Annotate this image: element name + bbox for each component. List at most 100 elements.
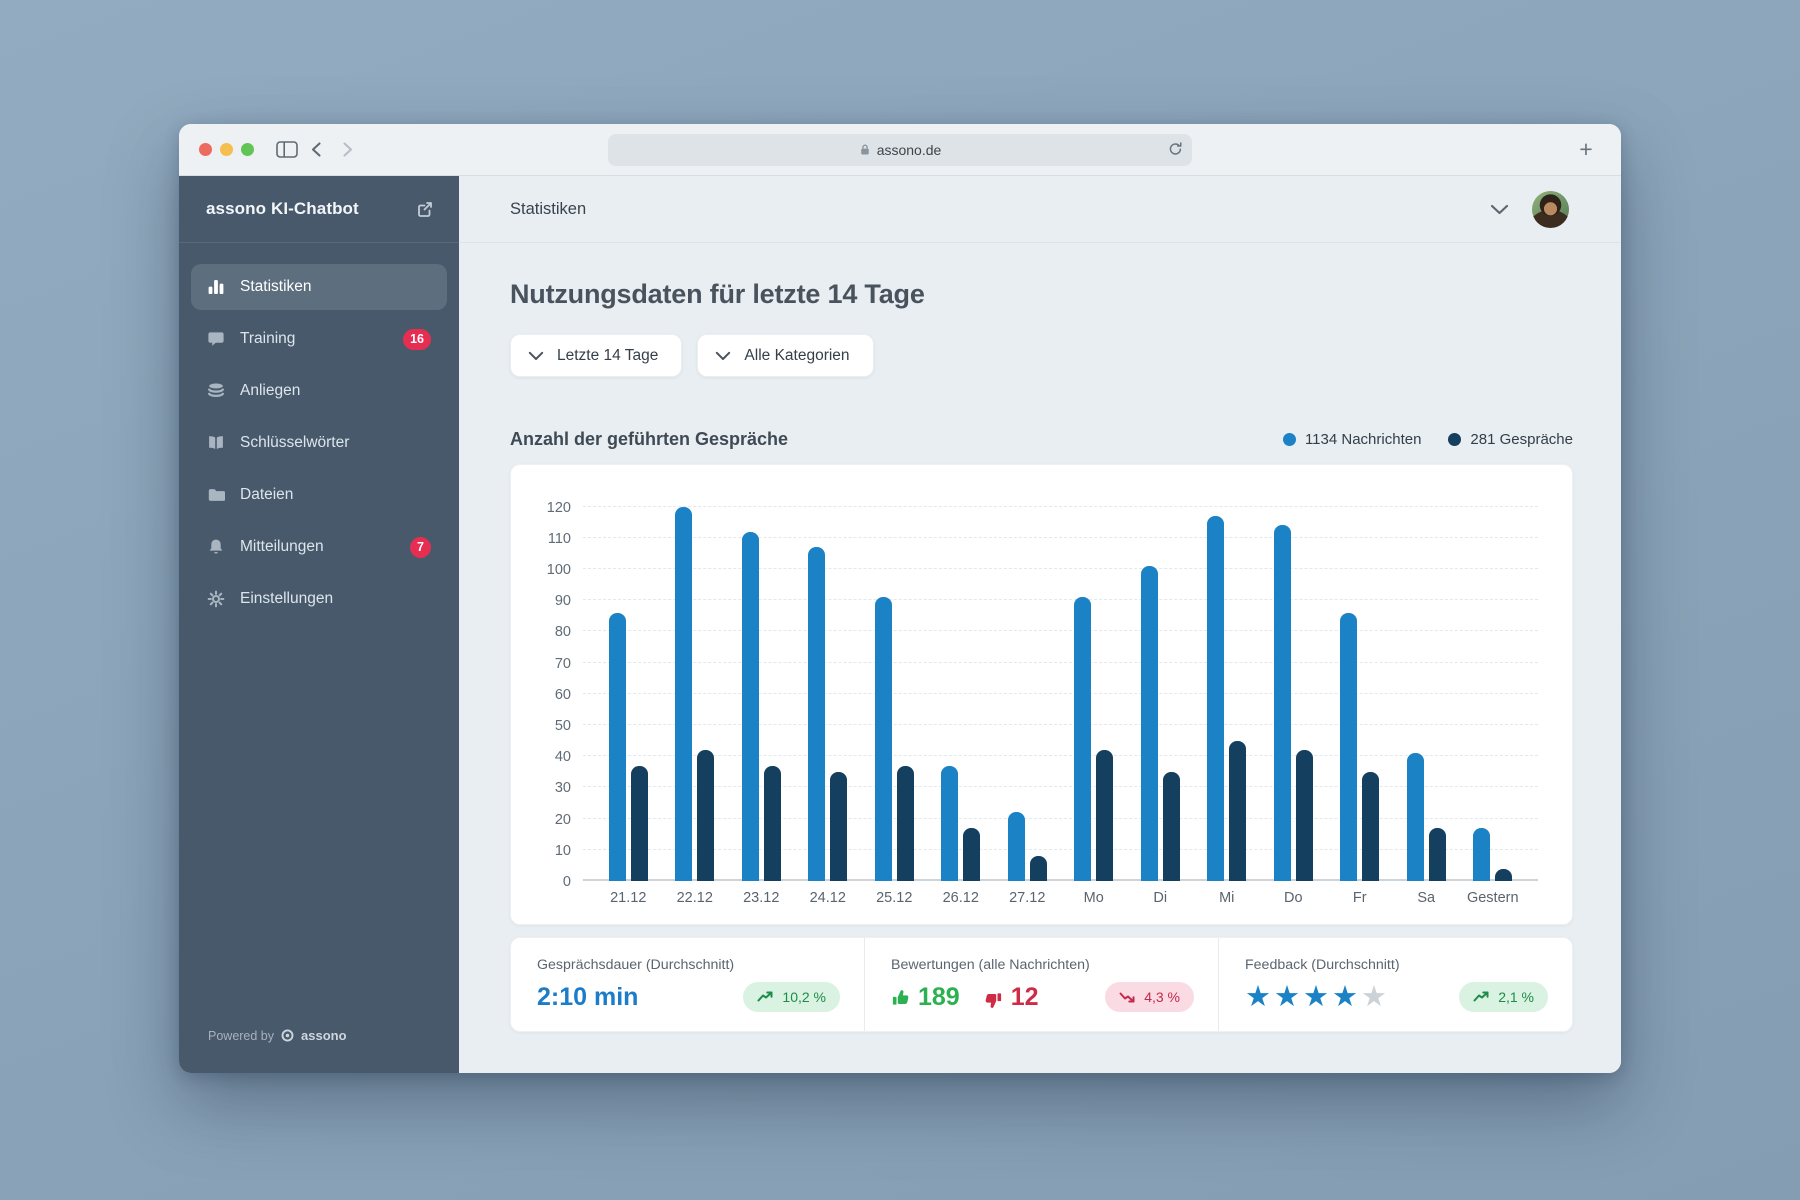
y-tick-label: 80 bbox=[554, 624, 571, 641]
sidebar-item-statistiken[interactable]: Statistiken bbox=[191, 264, 447, 310]
sidebar-item-schluesselwoerter[interactable]: Schlüsselwörter bbox=[191, 420, 447, 466]
traffic-lights bbox=[199, 143, 254, 156]
sidebar-item-label: Mitteilungen bbox=[240, 538, 324, 555]
filter-bar: Letzte 14 Tage Alle Kategorien bbox=[510, 334, 1573, 377]
zoom-window-button[interactable] bbox=[241, 143, 254, 156]
stat-card-feedback: Feedback (Durchschnitt) ★★★★★ 2,1 % bbox=[1218, 938, 1572, 1031]
bar-gespräche bbox=[1029, 856, 1047, 881]
legend-dot-navy bbox=[1448, 433, 1462, 446]
sidebar-item-mitteilungen[interactable]: Mitteilungen 7 bbox=[191, 524, 447, 570]
sidebar-item-label: Training bbox=[240, 330, 296, 347]
x-tick-label: 21.12 bbox=[610, 890, 647, 906]
sidebar-toggle-icon[interactable] bbox=[272, 135, 302, 165]
x-tick-label: 22.12 bbox=[676, 890, 713, 906]
reload-icon[interactable] bbox=[1168, 141, 1183, 160]
stats-row: Gesprächsdauer (Durchschnitt) 2:10 min 1… bbox=[510, 937, 1573, 1032]
chevron-down-icon[interactable] bbox=[1490, 204, 1509, 215]
y-tick-label: 60 bbox=[554, 686, 571, 703]
bar-group bbox=[861, 491, 928, 881]
external-link-icon[interactable] bbox=[417, 201, 433, 217]
bar-group bbox=[1260, 491, 1327, 881]
lock-icon bbox=[859, 143, 871, 156]
sidebar-item-label: Anliegen bbox=[240, 382, 301, 399]
sidebar-footer: Powered by assono bbox=[179, 1028, 459, 1073]
x-tick-label: Di bbox=[1153, 890, 1168, 906]
gridline bbox=[583, 599, 1538, 601]
bar-group bbox=[728, 491, 795, 881]
legend-label: 281 Gespräche bbox=[1470, 431, 1573, 448]
stat-label: Bewertungen (alle Nachrichten) bbox=[891, 957, 1090, 973]
trend-badge-text: 4,3 % bbox=[1144, 989, 1180, 1005]
sidebar-item-dateien[interactable]: Dateien bbox=[191, 472, 447, 518]
gridline bbox=[583, 848, 1538, 850]
trend-badge: 4,3 % bbox=[1105, 982, 1194, 1012]
chart-title: Anzahl der geführten Gespräche bbox=[510, 429, 789, 449]
stat-card-bewertungen: Bewertungen (alle Nachrichten) 189 bbox=[864, 938, 1218, 1031]
stat-label: Feedback (Durchschnitt) bbox=[1245, 957, 1400, 973]
chart-header: Anzahl der geführten Gespräche 1134 Nach… bbox=[510, 429, 1573, 450]
bar-nachrichten bbox=[1273, 525, 1291, 881]
x-axis-labels: 21.12 22.12 23.12 24.12 25.12 26.12 27.12 Mo Di M… bbox=[583, 890, 1538, 906]
trend-badge-text: 2,1 % bbox=[1498, 989, 1534, 1005]
gear-icon bbox=[207, 590, 225, 608]
y-tick-label: 100 bbox=[546, 562, 571, 578]
assono-logo-icon bbox=[281, 1029, 294, 1042]
powered-by-label: Powered by bbox=[208, 1028, 275, 1043]
bar-gespräche bbox=[1229, 740, 1247, 881]
bar-group bbox=[662, 491, 729, 881]
close-window-button[interactable] bbox=[199, 143, 212, 156]
book-icon bbox=[207, 434, 225, 452]
x-tick-label: 24.12 bbox=[809, 890, 846, 906]
new-tab-button[interactable]: + bbox=[1579, 136, 1593, 162]
bar-group bbox=[795, 491, 862, 881]
page-title: Nutzungsdaten für letzte 14 Tage bbox=[510, 279, 925, 309]
bar-gespräche bbox=[1362, 771, 1380, 881]
legend-label: 1134 Nachrichten bbox=[1304, 431, 1422, 448]
badge: 7 bbox=[410, 536, 431, 558]
gridline bbox=[583, 568, 1538, 569]
gridline bbox=[583, 786, 1538, 788]
sidebar-item-training[interactable]: Training 16 bbox=[191, 316, 447, 362]
bar-gespräche bbox=[697, 749, 715, 881]
minimize-window-button[interactable] bbox=[220, 143, 233, 156]
y-tick-label: 10 bbox=[554, 842, 571, 859]
category-label: Alle Kategorien bbox=[744, 346, 850, 364]
date-range-dropdown[interactable]: Letzte 14 Tage bbox=[510, 334, 683, 377]
sidebar-item-label: Schlüsselwörter bbox=[240, 434, 350, 451]
user-avatar[interactable] bbox=[1532, 190, 1569, 228]
bar-nachrichten bbox=[1007, 812, 1025, 881]
thumbs-down-count: 12 bbox=[1010, 982, 1039, 1011]
back-button[interactable] bbox=[302, 135, 332, 165]
y-axis-labels: 0 10 20 30 40 50 60 70 80 90 100 110 120 bbox=[539, 491, 583, 890]
trend-arrow-icon bbox=[1473, 991, 1490, 1003]
bar-nachrichten bbox=[741, 531, 759, 881]
bar-nachrichten bbox=[1207, 515, 1225, 881]
chart-card: 0 10 20 30 40 50 60 70 80 90 100 110 120 21.12 22.12 2… bbox=[510, 464, 1573, 925]
sidebar-nav: Statistiken Training 16 Anliegen bbox=[179, 243, 459, 628]
sidebar-item-anliegen[interactable]: Anliegen bbox=[191, 368, 447, 414]
brand-name: assono bbox=[301, 1028, 347, 1043]
sidebar-item-einstellungen[interactable]: Einstellungen bbox=[191, 576, 447, 622]
bar-gespräche bbox=[630, 765, 648, 881]
category-dropdown[interactable]: Alle Kategorien bbox=[697, 334, 874, 377]
thumbs-up-count: 189 bbox=[918, 982, 960, 1011]
y-tick-label: 90 bbox=[554, 593, 571, 610]
x-tick-label: 27.12 bbox=[1009, 890, 1046, 906]
forward-button[interactable] bbox=[332, 135, 362, 165]
sidebar-item-label: Dateien bbox=[240, 486, 294, 503]
gridline bbox=[583, 661, 1538, 663]
stat-value: 2:10 min bbox=[537, 982, 639, 1011]
gridline bbox=[583, 505, 1538, 507]
x-tick-label: 25.12 bbox=[876, 890, 913, 906]
legend-item-nachrichten: 1134 Nachrichten bbox=[1282, 431, 1422, 448]
y-tick-label: 30 bbox=[554, 780, 571, 797]
bar-nachrichten bbox=[1340, 612, 1358, 881]
bar-gespräche bbox=[1162, 771, 1180, 881]
y-tick-label: 0 bbox=[562, 874, 571, 890]
url-bar[interactable]: assono.de bbox=[608, 133, 1192, 166]
x-tick-label: Mi bbox=[1219, 890, 1235, 906]
chart-legend: 1134 Nachrichten 281 Gespräche bbox=[1282, 431, 1573, 448]
thumbs-down-icon bbox=[984, 991, 1003, 1010]
gridline bbox=[583, 817, 1538, 819]
bell-icon bbox=[207, 538, 225, 556]
